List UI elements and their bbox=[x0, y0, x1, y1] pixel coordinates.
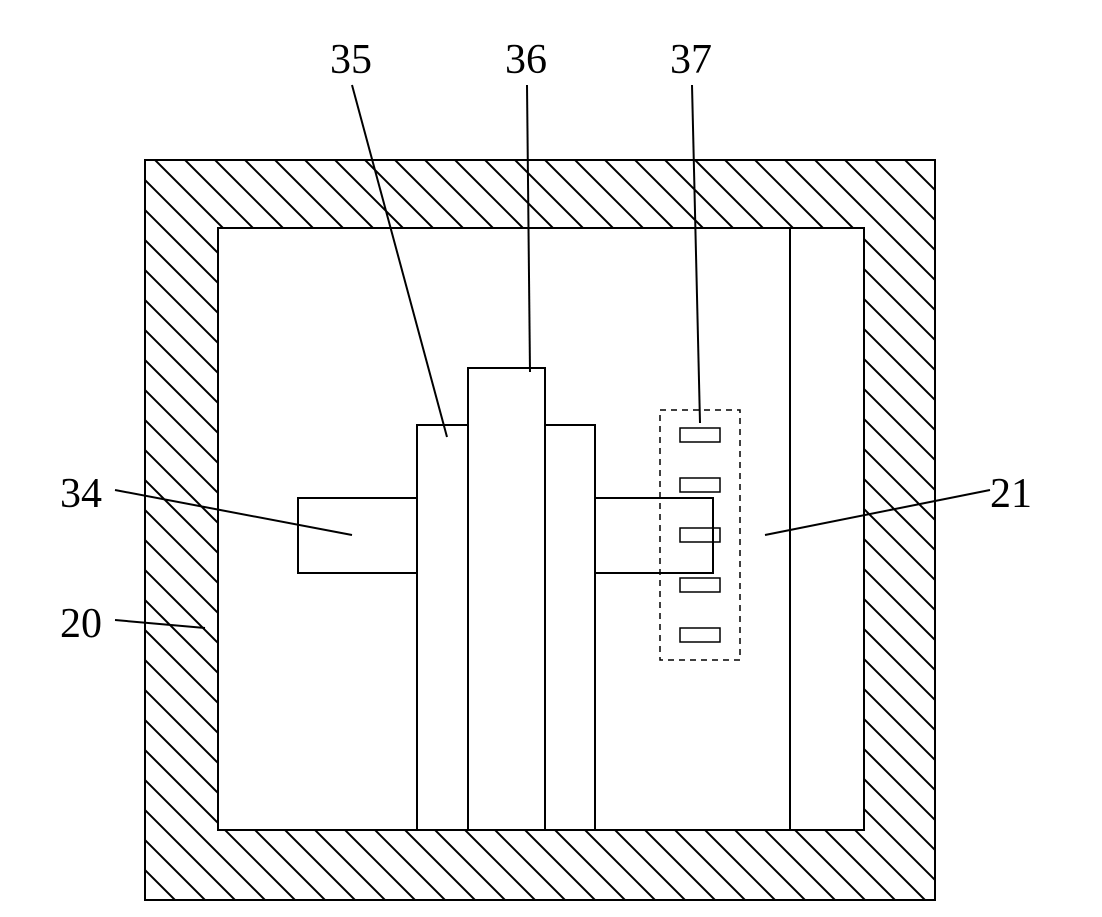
part-36-core bbox=[468, 368, 545, 830]
label-20: 20 bbox=[60, 600, 102, 648]
label-21: 21 bbox=[990, 470, 1032, 518]
leader-line bbox=[115, 620, 205, 628]
label-35: 35 bbox=[330, 36, 372, 84]
label-37: 37 bbox=[670, 36, 712, 84]
diagram-svg bbox=[0, 0, 1102, 917]
part-21-column bbox=[790, 228, 864, 830]
label-34: 34 bbox=[60, 470, 102, 518]
label-36: 36 bbox=[505, 36, 547, 84]
diagram-canvas: 35 36 37 34 20 21 bbox=[0, 0, 1102, 917]
